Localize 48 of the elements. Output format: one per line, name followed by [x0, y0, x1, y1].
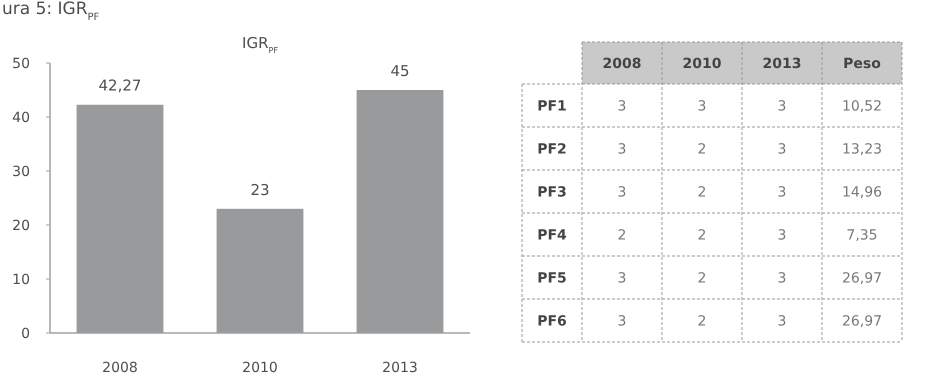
- text: 14,96: [842, 184, 882, 200]
- category-label: PF1: [537, 98, 567, 114]
- text: 3: [778, 270, 786, 286]
- text: 3: [618, 270, 626, 286]
- text: 3: [778, 98, 786, 114]
- text: 3: [618, 184, 626, 200]
- category-label: PF5: [537, 270, 567, 286]
- category-label: PF2: [537, 141, 567, 158]
- text: 3: [618, 313, 626, 330]
- text: 3: [698, 98, 706, 114]
- text: ura 5: IGR$_{PF}$: [2, 0, 100, 22]
- text: 2: [698, 313, 706, 330]
- y-tick-label: 30: [12, 164, 30, 180]
- category-label: Peso: [843, 56, 882, 72]
- text: 3: [778, 141, 786, 158]
- category-label: PF3: [537, 184, 567, 200]
- category-label: 2010: [682, 56, 722, 72]
- text: 2: [618, 227, 626, 244]
- text: 26,97: [842, 270, 882, 286]
- text: 3: [778, 227, 786, 244]
- text: 3: [778, 184, 786, 200]
- x-tick-label: 2010: [242, 360, 278, 376]
- category-label: PF6: [537, 313, 567, 330]
- text: 3: [618, 98, 626, 114]
- text: 2: [698, 270, 706, 286]
- data-label: 23: [250, 180, 270, 199]
- category-label: 2013: [762, 56, 802, 72]
- x-tick-label: 2008: [102, 360, 138, 376]
- y-tick-label: 10: [12, 272, 30, 288]
- data-label: 45: [390, 62, 410, 80]
- y-tick-label: 20: [12, 218, 30, 234]
- category-label: PF4: [537, 227, 567, 244]
- text: 2: [698, 141, 706, 158]
- y-tick-label: 0: [21, 326, 30, 342]
- text: 13,23: [842, 141, 882, 158]
- category-label: 2008: [602, 56, 642, 72]
- y-tick-label: 50: [12, 56, 30, 72]
- text: 2: [698, 227, 706, 244]
- text: 2: [698, 184, 706, 200]
- y-tick-label: 40: [12, 110, 30, 126]
- text: 10,52: [842, 98, 882, 114]
- text: 26,97: [842, 313, 882, 330]
- text: 3: [778, 313, 786, 330]
- data-label: 42,27: [98, 76, 142, 95]
- x-tick-label: 2013: [382, 360, 418, 376]
- text: 7,35: [846, 227, 878, 244]
- text: 3: [618, 141, 626, 158]
- chart-title: IGR$_{PF}$: [242, 34, 278, 54]
